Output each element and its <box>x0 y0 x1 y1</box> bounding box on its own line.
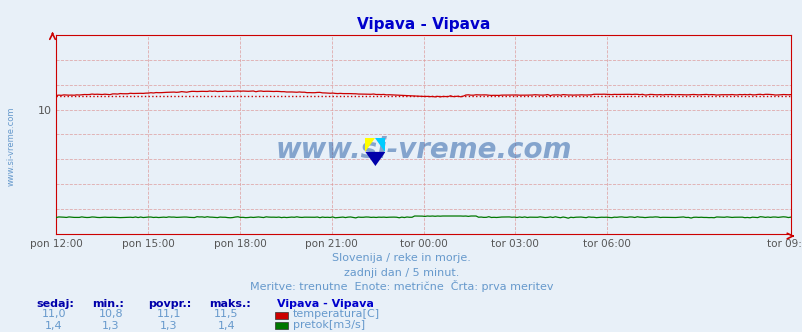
Text: sedaj:: sedaj: <box>36 299 74 309</box>
Polygon shape <box>375 138 385 152</box>
Text: 1,4: 1,4 <box>45 321 63 331</box>
Text: 11,5: 11,5 <box>214 309 238 319</box>
Text: povpr.:: povpr.: <box>148 299 192 309</box>
Polygon shape <box>365 152 385 166</box>
Text: 11,0: 11,0 <box>42 309 66 319</box>
Text: 11,1: 11,1 <box>156 309 180 319</box>
Polygon shape <box>365 138 375 152</box>
Text: zadnji dan / 5 minut.: zadnji dan / 5 minut. <box>343 268 459 278</box>
Text: maks.:: maks.: <box>209 299 250 309</box>
Text: Slovenija / reke in morje.: Slovenija / reke in morje. <box>332 253 470 263</box>
Text: 1,4: 1,4 <box>217 321 235 331</box>
Text: temperatura[C]: temperatura[C] <box>293 309 379 319</box>
Text: 1,3: 1,3 <box>160 321 177 331</box>
Title: Vipava - Vipava: Vipava - Vipava <box>356 17 490 32</box>
Text: min.:: min.: <box>92 299 124 309</box>
Text: 1,3: 1,3 <box>102 321 119 331</box>
Text: Meritve: trenutne  Enote: metrične  Črta: prva meritev: Meritve: trenutne Enote: metrične Črta: … <box>249 281 553 292</box>
Text: www.si-vreme.com: www.si-vreme.com <box>275 136 571 164</box>
Text: Vipava - Vipava: Vipava - Vipava <box>277 299 374 309</box>
Text: pretok[m3/s]: pretok[m3/s] <box>293 320 365 330</box>
Text: www.si-vreme.com: www.si-vreme.com <box>6 106 15 186</box>
Text: 10,8: 10,8 <box>99 309 123 319</box>
